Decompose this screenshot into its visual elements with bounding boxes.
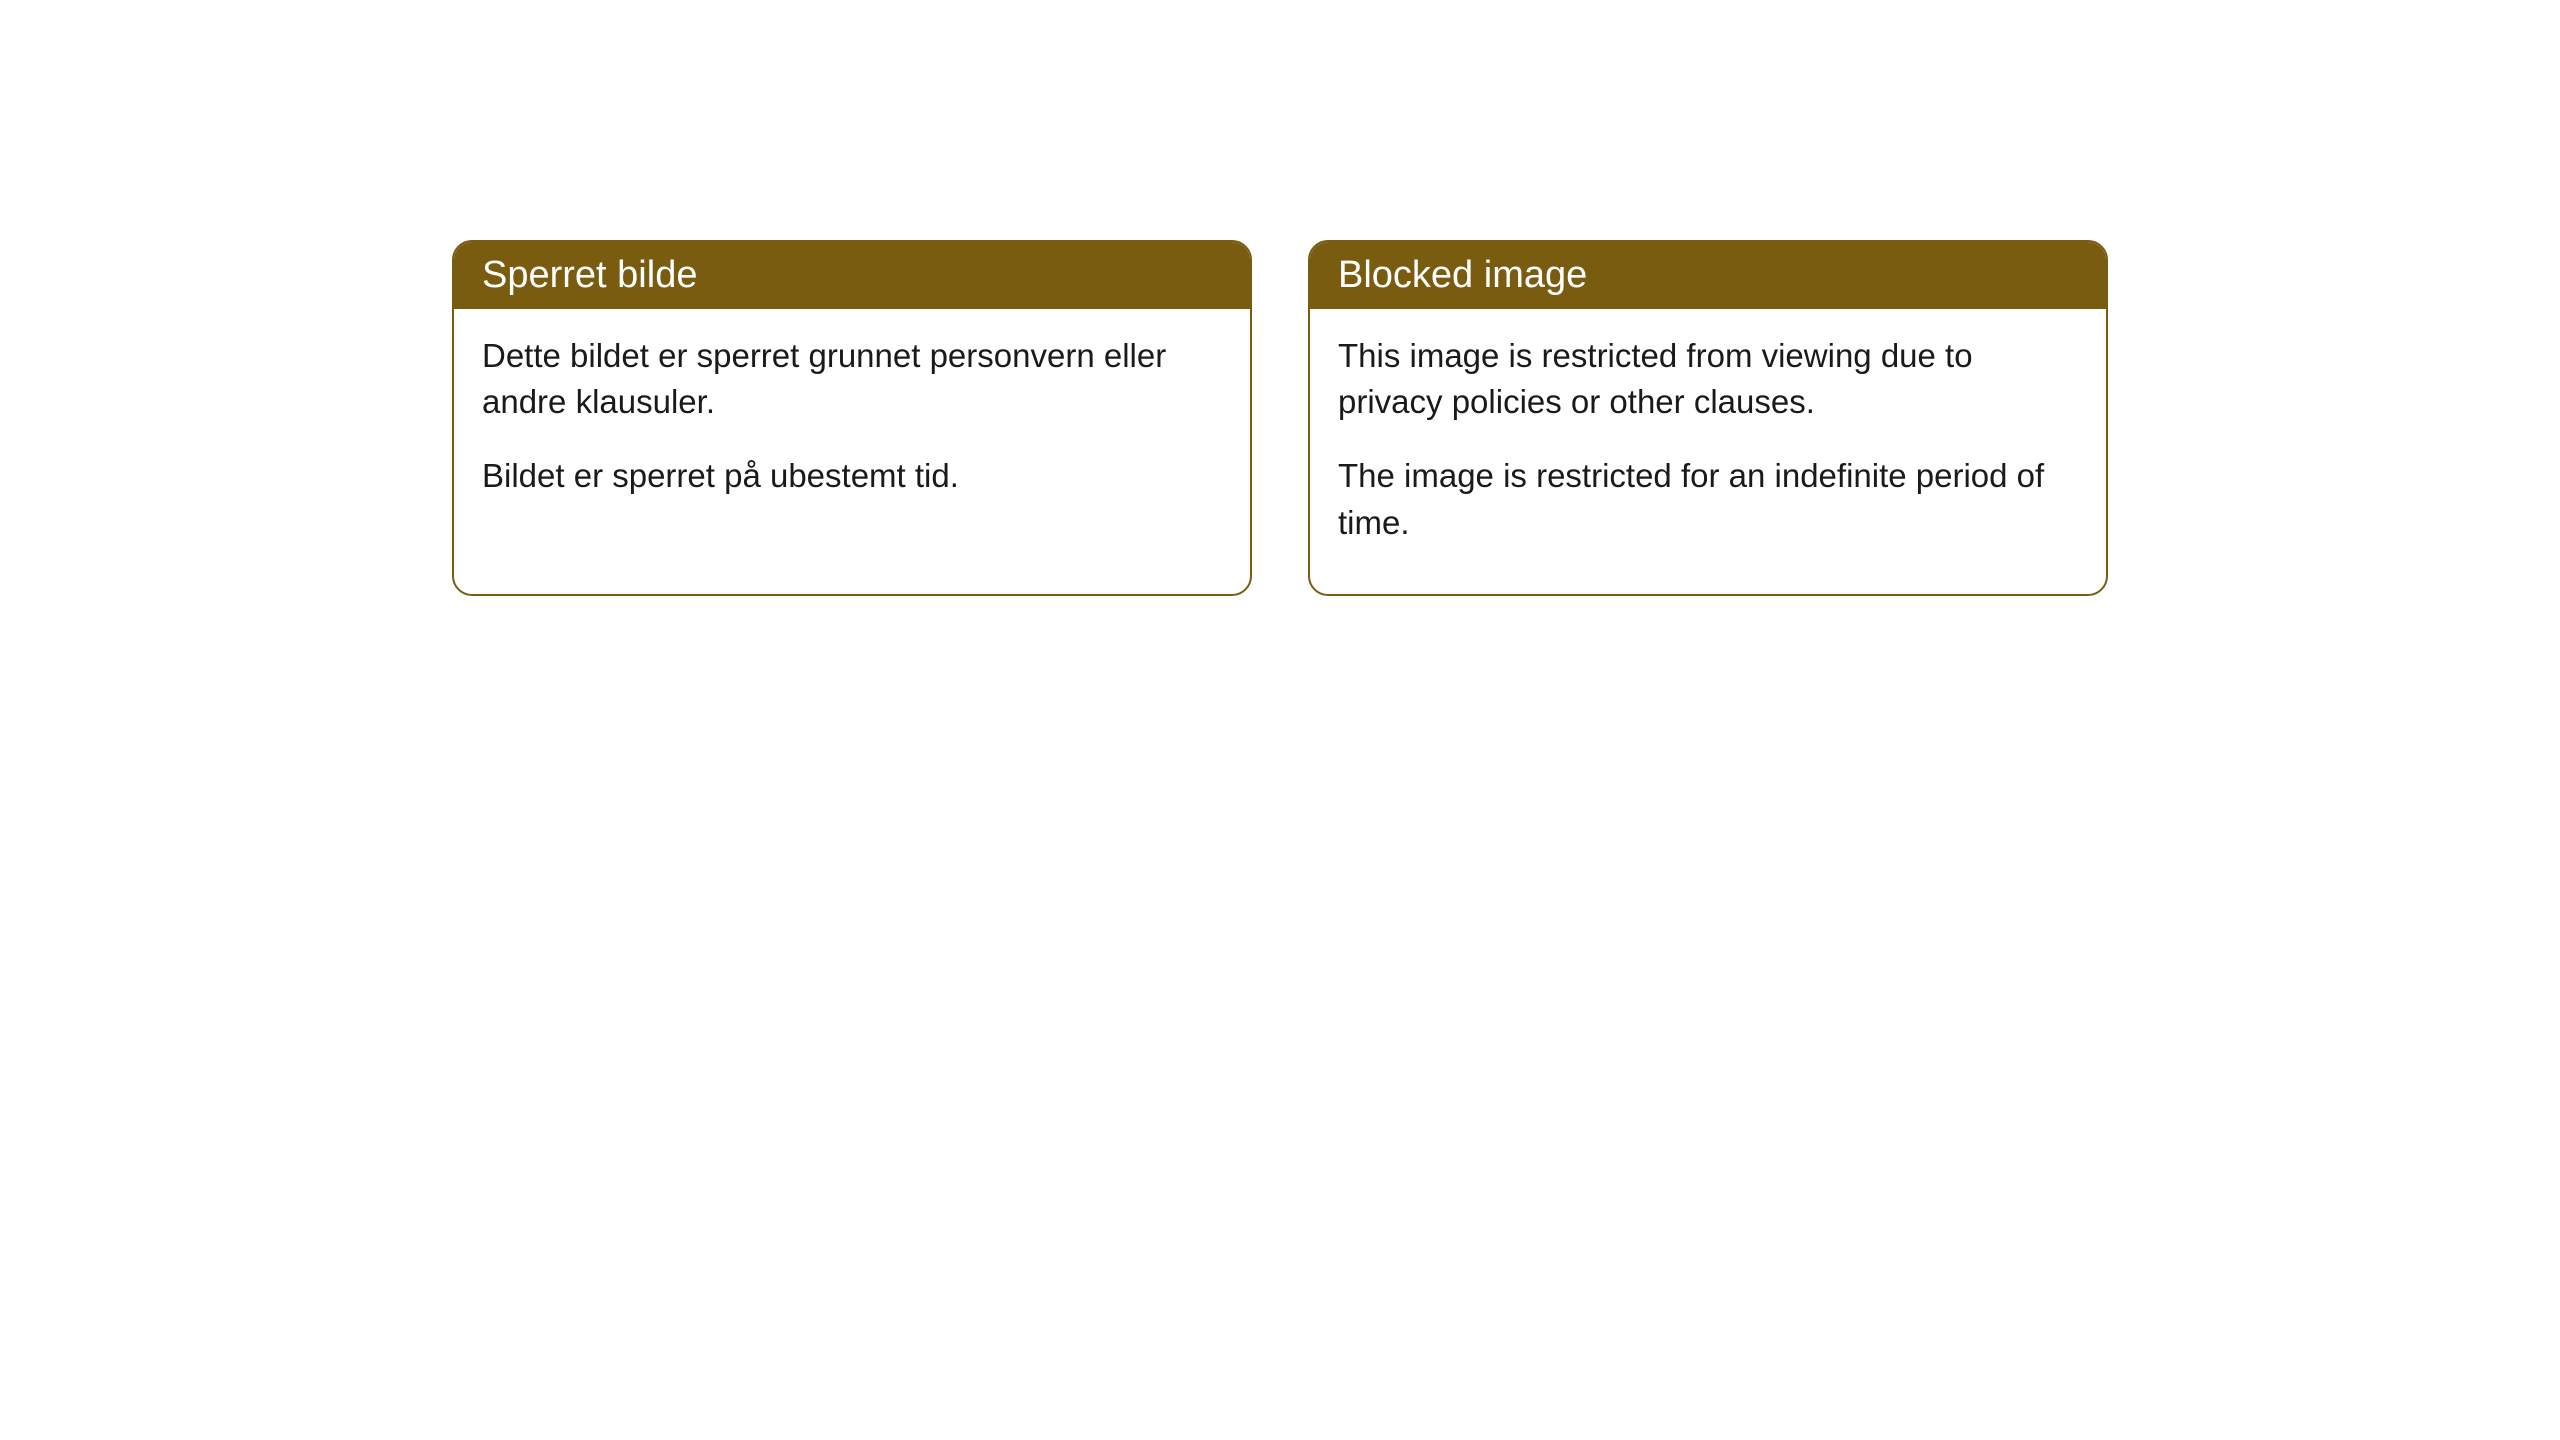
card-title-english: Blocked image [1338, 254, 1587, 296]
card-paragraph-1-norwegian: Dette bildet er sperret grunnet personve… [482, 333, 1222, 425]
cards-container: Sperret bilde Dette bildet er sperret gr… [452, 240, 2108, 596]
card-body-english: This image is restricted from viewing du… [1310, 309, 2106, 594]
card-paragraph-2-norwegian: Bildet er sperret på ubestemt tid. [482, 453, 1222, 499]
card-body-norwegian: Dette bildet er sperret grunnet personve… [454, 309, 1250, 548]
card-paragraph-2-english: The image is restricted for an indefinit… [1338, 453, 2078, 545]
card-title-norwegian: Sperret bilde [482, 254, 697, 296]
card-header-english: Blocked image [1310, 242, 2106, 309]
card-paragraph-1-english: This image is restricted from viewing du… [1338, 333, 2078, 425]
card-norwegian: Sperret bilde Dette bildet er sperret gr… [452, 240, 1252, 596]
card-english: Blocked image This image is restricted f… [1308, 240, 2108, 596]
card-header-norwegian: Sperret bilde [454, 242, 1250, 309]
